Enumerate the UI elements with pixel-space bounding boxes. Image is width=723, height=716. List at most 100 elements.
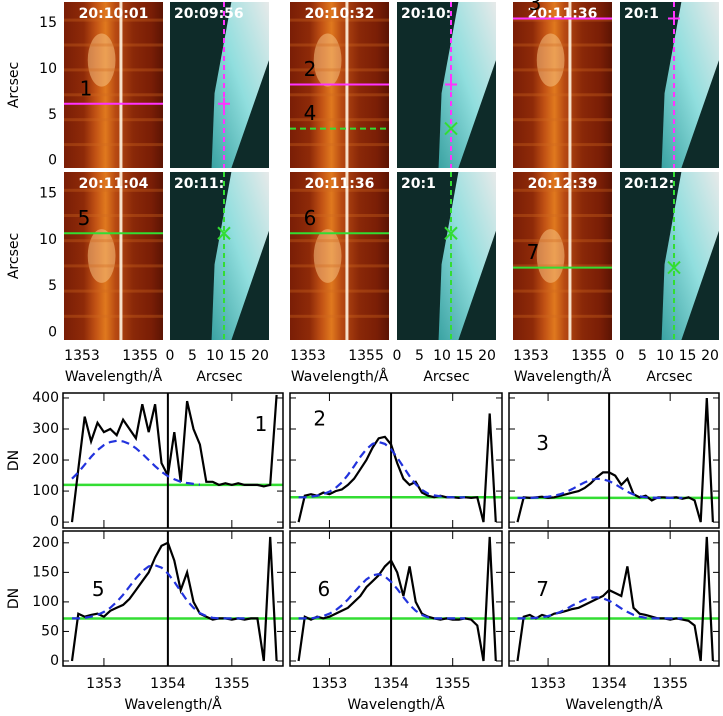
x-tick-label: 1353 xyxy=(513,348,549,364)
time-label: 20:11:04 xyxy=(79,176,149,192)
spectrum-line xyxy=(517,596,683,620)
x-tick-label: 1355 xyxy=(122,348,158,364)
cut-label: 6 xyxy=(304,206,317,230)
image-stripe xyxy=(290,214,389,217)
x-axis-label: Wavelength/Å xyxy=(565,696,663,713)
image-stripe xyxy=(513,188,612,192)
image-line xyxy=(568,2,572,168)
bright-region xyxy=(313,229,342,283)
x-tick-label: 10 xyxy=(656,348,674,364)
time-label: 20:1 xyxy=(624,6,659,22)
time-label: 20:11: xyxy=(174,176,224,192)
time-label: 20:10: xyxy=(401,6,451,22)
plot-area xyxy=(509,531,719,666)
x-tick-label: 1355 xyxy=(571,348,607,364)
image-stripe xyxy=(290,118,389,122)
spectrum-line xyxy=(517,477,683,499)
cut-label: 1 xyxy=(80,76,93,100)
bright-wedge xyxy=(438,172,496,340)
x-tick-label: 1354 xyxy=(373,676,409,692)
cut-label: 2 xyxy=(304,57,317,81)
image-line xyxy=(119,172,123,340)
y-axis-label: DN xyxy=(6,588,22,609)
image-stripe xyxy=(64,18,163,22)
time-label: 20:1 xyxy=(401,176,436,192)
spectral-image xyxy=(513,172,612,340)
image-stripe xyxy=(513,314,612,318)
y-tick-label: 300 xyxy=(32,421,59,437)
plot-frame xyxy=(508,530,720,667)
image-stripe xyxy=(513,214,612,217)
time-label: 20:12:39 xyxy=(528,176,598,192)
x-axis-label: Wavelength/Å xyxy=(65,368,163,385)
spectrum-line xyxy=(516,397,714,523)
x-tick-label: 1353 xyxy=(530,676,566,692)
x-tick-label: 0 xyxy=(166,348,175,364)
x-tick-label: 1355 xyxy=(214,676,250,692)
x-axis-label: Arcsec xyxy=(423,369,469,385)
y-tick-label: 10 xyxy=(39,61,57,77)
x-tick-label: 5 xyxy=(638,348,647,364)
spectral-image xyxy=(64,2,163,168)
y-tick-label: 15 xyxy=(39,15,57,31)
y-tick-label: 5 xyxy=(48,278,57,294)
x-tick-label: 15 xyxy=(456,348,474,364)
x-axis-label: Arcsec xyxy=(646,369,692,385)
cut-marker xyxy=(444,121,458,136)
image-stripe xyxy=(513,68,612,72)
x-tick-label: 20 xyxy=(251,348,269,364)
cut-marker xyxy=(668,12,680,25)
x-tick-label: 1354 xyxy=(591,676,627,692)
y-tick-label: 0 xyxy=(50,653,59,669)
x-tick-label: 1353 xyxy=(86,676,122,692)
image-stripe xyxy=(290,239,389,243)
plot-area xyxy=(290,531,502,666)
y-tick-label: 5 xyxy=(48,107,57,123)
plot-area xyxy=(290,393,502,528)
cut-label: 7 xyxy=(527,240,540,264)
spectrum-line xyxy=(298,572,465,620)
plot-frame xyxy=(508,392,720,529)
slit-image xyxy=(620,172,719,340)
image-stripe xyxy=(64,214,163,217)
image-stripe xyxy=(64,43,163,47)
cut-marker xyxy=(218,97,230,110)
image-stripe xyxy=(513,93,612,97)
y-tick-label: 100 xyxy=(32,594,59,610)
y-tick-label: 100 xyxy=(32,483,59,499)
x-tick-label: 5 xyxy=(188,348,197,364)
spectral-image xyxy=(64,172,163,340)
y-tick-label: 400 xyxy=(32,390,59,406)
x-tick-label: 20 xyxy=(701,348,719,364)
y-tick-label: 0 xyxy=(48,325,57,341)
image-stripe xyxy=(64,264,163,268)
x-axis-label: Wavelength/Å xyxy=(124,696,222,713)
image-stripe xyxy=(513,264,612,268)
image-stripe xyxy=(290,68,389,72)
image-stripe xyxy=(290,289,389,293)
image-stripe xyxy=(64,118,163,122)
image-stripe xyxy=(64,93,163,97)
spectrum-line xyxy=(298,440,465,499)
image-line xyxy=(119,2,123,168)
time-label: 20:12: xyxy=(624,176,674,192)
time-label: 20:09:56 xyxy=(174,6,244,22)
image-stripe xyxy=(513,289,612,293)
cut-marker xyxy=(445,78,457,91)
image-stripe xyxy=(64,143,163,147)
cut-label: 4 xyxy=(304,101,317,125)
y-tick-label: 0 xyxy=(48,153,57,169)
slit-image xyxy=(170,2,269,168)
time-label: 20:10:01 xyxy=(79,6,149,22)
cut-label: 5 xyxy=(78,206,91,230)
x-tick-label: 10 xyxy=(206,348,224,364)
image-line xyxy=(568,172,572,340)
plot-frame xyxy=(62,530,284,667)
image-stripe xyxy=(64,239,163,243)
panel-label: 2 xyxy=(313,407,326,431)
bright-region xyxy=(87,33,116,87)
panel-label: 6 xyxy=(318,577,331,601)
panel-label: 5 xyxy=(92,577,105,601)
panel-label: 7 xyxy=(536,577,549,601)
